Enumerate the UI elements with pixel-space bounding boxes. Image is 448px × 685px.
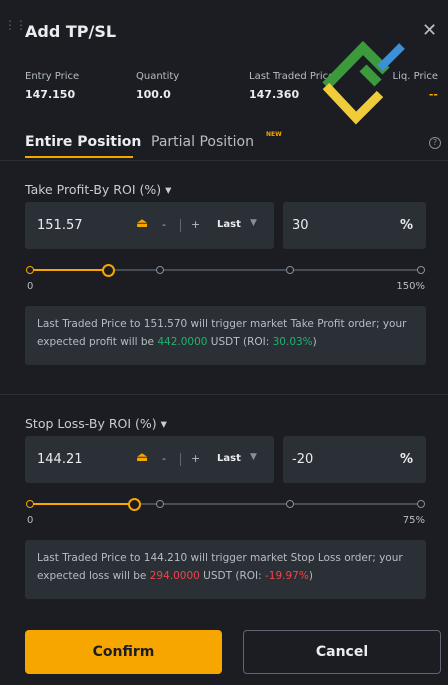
roi-unit: % xyxy=(400,452,414,467)
price-input[interactable] xyxy=(25,202,274,249)
stat-label: Last Traded Price xyxy=(249,71,335,82)
confirm-button[interactable]: Confirm xyxy=(25,630,222,674)
new-badge: NEW xyxy=(266,131,282,138)
slider-max: 75% xyxy=(402,515,425,526)
stat-value: 100.0 xyxy=(136,88,171,101)
slider-dot xyxy=(286,266,294,274)
slider-thumb[interactable] xyxy=(102,264,115,277)
price-value: 144.21 xyxy=(37,452,83,467)
dropdown-arrow: ▼ xyxy=(250,452,257,462)
lock-icon[interactable]: ⏏ xyxy=(136,450,149,465)
price-input[interactable] xyxy=(25,436,274,483)
minus-button[interactable]: - xyxy=(162,452,166,465)
roi-value: -20 xyxy=(292,452,314,467)
slider-dot xyxy=(26,266,34,274)
tab-underline xyxy=(25,156,133,158)
stat-label: Liq. Price xyxy=(392,71,438,82)
plus-button[interactable]: + xyxy=(191,452,201,465)
slider-dot xyxy=(26,500,34,508)
cancel-button[interactable]: Cancel xyxy=(243,630,441,674)
divider xyxy=(0,394,448,395)
expected-amount: 294.0000 xyxy=(149,570,200,582)
order-info: Last Traded Price to 144.210 will trigge… xyxy=(25,540,426,599)
info-text: USDT (ROI: xyxy=(199,570,265,582)
divider xyxy=(0,160,448,161)
info-text: USDT (ROI: xyxy=(207,336,273,348)
price-value: 151.57 xyxy=(37,218,83,233)
roi-unit: % xyxy=(400,218,414,233)
roi-input[interactable] xyxy=(283,436,426,483)
slider-dot xyxy=(156,500,164,508)
slider-fill xyxy=(30,503,134,505)
info-text: ) xyxy=(312,336,317,348)
slider-thumb[interactable] xyxy=(128,498,141,511)
stat-value: -- xyxy=(428,88,438,101)
slider-dot xyxy=(417,266,425,274)
help-icon[interactable]: ? xyxy=(429,137,441,149)
info-text: Last Traded Price to 151.570 will trigge… xyxy=(37,318,407,348)
info-text: ) xyxy=(308,570,313,582)
slider-track[interactable] xyxy=(30,269,421,271)
section-label[interactable]: Take Profit-By ROI (%) ▾ xyxy=(25,182,172,197)
lock-icon[interactable]: ⏏ xyxy=(136,216,149,231)
stat-label: Entry Price xyxy=(25,71,80,82)
watermark-logo xyxy=(322,40,405,125)
tab-inactive[interactable]: Partial Position xyxy=(151,134,254,150)
slider-max: 150% xyxy=(396,281,425,292)
roi-input[interactable] xyxy=(283,202,426,249)
order-info: Last Traded Price to 151.570 will trigge… xyxy=(25,306,426,365)
dialog-title: Add TP/SL xyxy=(25,22,117,41)
expected-roi: -19.97% xyxy=(265,570,309,582)
slider-dot xyxy=(156,266,164,274)
section-label[interactable]: Stop Loss-By ROI (%) ▾ xyxy=(25,416,167,431)
info-text: Last Traded Price to 144.210 will trigge… xyxy=(37,552,403,582)
slider-dot xyxy=(417,500,425,508)
stat-label: Quantity xyxy=(136,71,180,82)
slider-track[interactable] xyxy=(30,503,421,505)
dropdown-arrow: ▼ xyxy=(250,218,257,228)
minus-button[interactable]: - xyxy=(162,218,166,231)
roi-value: 30 xyxy=(292,218,309,233)
tab-active[interactable]: Entire Position xyxy=(25,134,142,150)
close-button[interactable]: ✕ xyxy=(422,20,438,41)
expected-roi: 30.03% xyxy=(272,336,313,348)
plus-button[interactable]: + xyxy=(191,218,201,231)
drag-handle[interactable]: ⋮⋮ xyxy=(4,18,27,32)
trigger-select[interactable]: Last xyxy=(217,219,241,230)
slider-fill xyxy=(30,269,108,271)
slider-min: 0 xyxy=(27,515,34,526)
stat-value: 147.150 xyxy=(25,88,76,101)
trigger-select[interactable]: Last xyxy=(217,453,241,464)
separator xyxy=(180,219,181,232)
slider-dot xyxy=(286,500,294,508)
stat-value: 147.360 xyxy=(249,88,300,101)
slider-min: 0 xyxy=(27,281,34,292)
expected-amount: 442.0000 xyxy=(157,336,208,348)
separator xyxy=(180,453,181,466)
